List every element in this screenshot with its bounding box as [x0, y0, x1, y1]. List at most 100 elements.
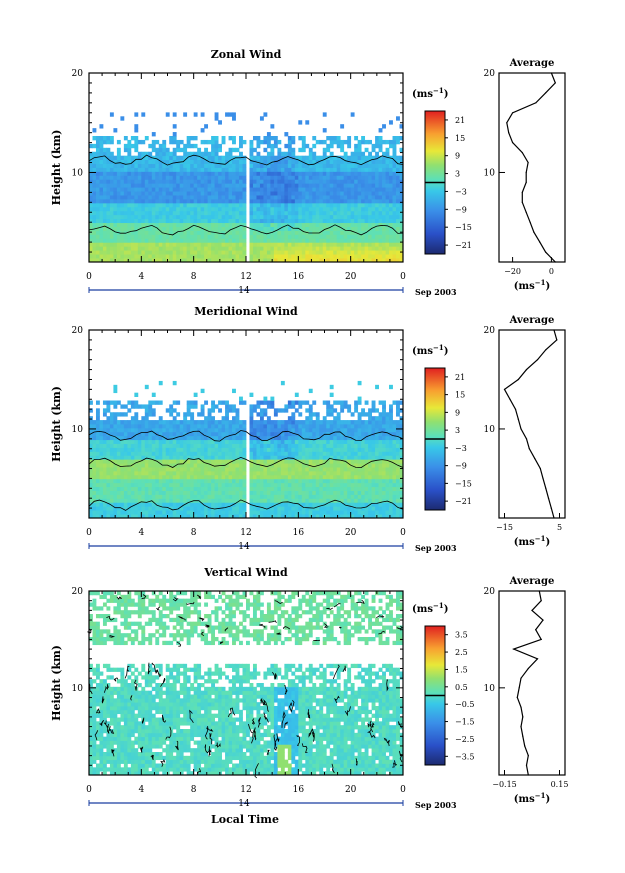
heatmap-cell [186, 455, 191, 460]
heatmap-cell [92, 258, 97, 263]
heatmap-cell [287, 514, 292, 519]
heatmap-cell [95, 443, 100, 448]
heatmap-cell [197, 474, 202, 480]
heatmap-cell [305, 424, 310, 429]
heatmap-cell [256, 183, 261, 188]
heatmap-cell [266, 250, 271, 255]
heatmap-cell [291, 195, 296, 200]
heatmap-cell [347, 226, 352, 231]
heatmap-cell [357, 514, 362, 519]
heatmap-cell [239, 439, 243, 444]
heatmap-cell [252, 447, 257, 452]
heatmap-cell [197, 210, 202, 216]
heatmap-cell [200, 388, 205, 394]
heatmap-cell [211, 175, 215, 180]
heatmap-cell [200, 199, 205, 204]
heatmap-cell [134, 124, 139, 129]
heatmap-cell [378, 218, 383, 224]
heatmap-cell [361, 250, 366, 255]
heatmap-cell [322, 435, 327, 441]
heatmap-cell [273, 238, 278, 243]
heatmap-cell [186, 187, 191, 192]
heatmap-cell [305, 420, 310, 425]
heatmap-cell [116, 175, 121, 180]
heatmap-cell [371, 175, 376, 180]
heatmap-cell [340, 439, 345, 444]
heatmap-cell [155, 202, 160, 208]
heatmap-cell [130, 494, 135, 499]
heatmap-cell [120, 206, 125, 212]
heatmap-cell [340, 222, 345, 227]
average-x-label: (ms−1) [514, 278, 550, 292]
heatmap-cell [197, 443, 202, 448]
heatmap-cell [148, 191, 153, 196]
heatmap-cell [263, 147, 268, 153]
heatmap-cell [399, 175, 404, 180]
heatmap-cell [120, 254, 125, 259]
heatmap-cell [172, 400, 177, 405]
heatmap-cell [155, 250, 160, 255]
heatmap-cell [95, 167, 100, 172]
heatmap-cell [378, 246, 383, 251]
heatmap-cell [99, 474, 104, 480]
heatmap-cell [301, 222, 306, 227]
heatmap-cell [92, 431, 97, 437]
heatmap-cell [308, 214, 313, 220]
heatmap-cell [375, 136, 379, 141]
heatmap-cell [207, 167, 212, 172]
heatmap-cell [291, 167, 296, 172]
heatmap-cell [123, 490, 128, 495]
heatmap-cell [382, 210, 386, 216]
heatmap-cell [333, 199, 338, 204]
heatmap-cell [92, 234, 97, 239]
heatmap-cell [193, 230, 198, 235]
heatmap-cell [322, 443, 327, 448]
heatmap-cell [113, 199, 118, 204]
heatmap-cell [357, 494, 362, 499]
heatmap-cell [305, 463, 310, 468]
heatmap-cell [312, 400, 317, 405]
average-profile-point [527, 161, 529, 164]
heatmap-cell [305, 514, 310, 519]
heatmap-cell [102, 463, 107, 468]
heatmap-cell [301, 226, 306, 231]
heatmap-cell [235, 246, 240, 251]
heatmap-cell [144, 183, 149, 188]
heatmap-cell [270, 404, 275, 409]
heatmap-cell [200, 234, 205, 239]
heatmap-cell [277, 206, 282, 212]
heatmap-cell [287, 424, 292, 429]
heatmap-cell [266, 183, 271, 188]
heatmap-cell [270, 471, 275, 476]
heatmap-cell [280, 494, 285, 499]
heatmap-cell [308, 191, 313, 196]
heatmap-cell [382, 214, 386, 220]
heatmap-cell [158, 175, 163, 180]
heatmap-cell [169, 486, 174, 491]
heatmap-cell [259, 171, 264, 176]
heatmap-cell [263, 412, 268, 417]
heatmap-cell [312, 179, 317, 184]
heatmap-cell [298, 510, 303, 515]
heatmap-cell [280, 447, 285, 452]
heatmap-cell [221, 222, 226, 227]
heatmap-cell [284, 202, 289, 208]
heatmap-cell [211, 195, 215, 200]
heatmap-cell [298, 199, 303, 204]
heatmap-cell [186, 202, 191, 208]
heatmap-cell [273, 498, 278, 503]
heatmap-cell [102, 506, 107, 511]
heatmap-cell [123, 431, 128, 437]
heatmap-cell [329, 435, 334, 441]
heatmap-cell [176, 463, 181, 468]
heatmap-cell [361, 191, 366, 196]
heatmap-cell [340, 474, 345, 480]
colorbar-tick-label: −9 [455, 205, 467, 214]
heatmap-cell [218, 408, 222, 413]
heatmap-cell [322, 218, 327, 224]
heatmap-cell [89, 167, 93, 172]
heatmap-cell [89, 514, 93, 519]
heatmap-cell [193, 455, 198, 460]
heatmap-cell [336, 494, 341, 499]
average-profile-point [554, 261, 556, 263]
